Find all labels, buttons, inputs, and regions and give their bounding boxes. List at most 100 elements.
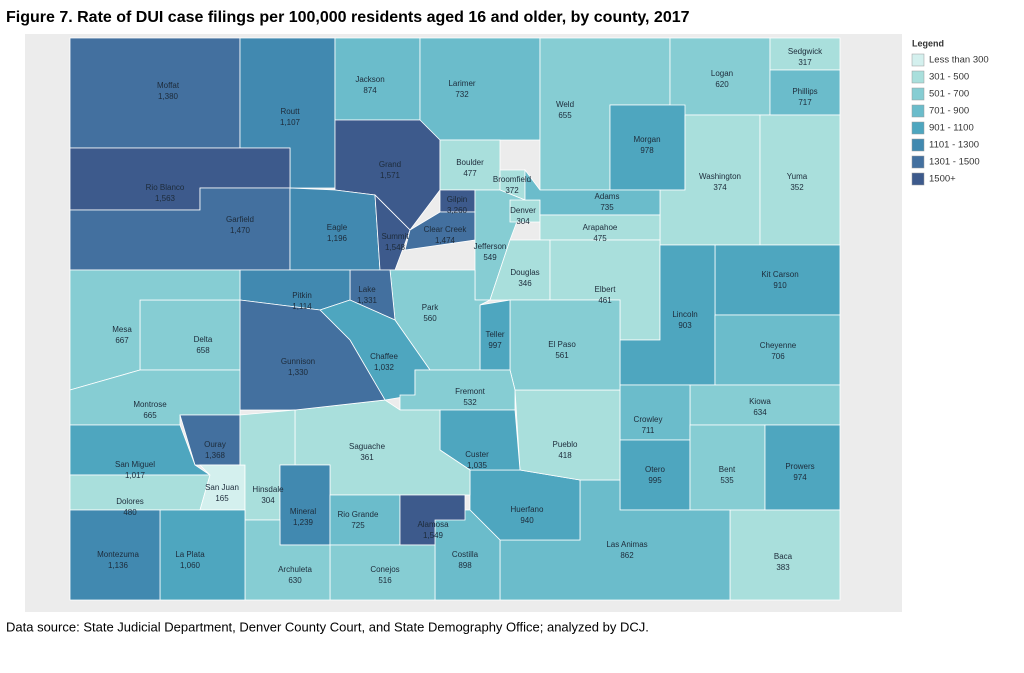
county-value: 1,035 (467, 461, 488, 470)
county-name: Garfield (226, 215, 254, 224)
county-value: 634 (753, 408, 767, 417)
county-name: Eagle (327, 223, 348, 232)
county-name: Mineral (290, 507, 316, 516)
county-name: Broomfield (493, 175, 531, 184)
county-name: Crowley (634, 415, 663, 424)
county-value: 352 (790, 183, 804, 192)
county-value: 1,107 (280, 118, 301, 127)
county-shape (69, 509, 161, 601)
county-name: Alamosa (417, 520, 449, 529)
county-name: San Juan (205, 483, 239, 492)
county-name: Moffat (157, 81, 180, 90)
county-shape (619, 384, 691, 441)
county-value: 978 (640, 146, 654, 155)
county-name: Huerfano (511, 505, 544, 514)
county-name: Hinsdale (252, 485, 284, 494)
legend-label: 1500+ (929, 174, 956, 185)
county-name: San Miguel (115, 460, 155, 469)
county-name: Rio Grande (338, 510, 379, 519)
county-name: Teller (485, 330, 504, 339)
county-name: Prowers (785, 462, 814, 471)
county-value: 374 (713, 183, 727, 192)
legend-swatch (911, 138, 925, 152)
county-value: 560 (423, 314, 437, 323)
county-value: 706 (771, 352, 785, 361)
county-name: Las Animas (606, 540, 647, 549)
county-value: 667 (115, 336, 129, 345)
legend-label: 1301 - 1500 (929, 157, 980, 168)
county-name: Washington (699, 172, 741, 181)
legend-label: 501 - 700 (929, 89, 969, 100)
county-value: 620 (715, 80, 729, 89)
county-value: 1,017 (125, 471, 146, 480)
county-name: Mesa (112, 325, 132, 334)
county-value: 346 (518, 279, 532, 288)
legend-label: 901 - 1100 (929, 123, 974, 134)
county-value: 898 (458, 561, 472, 570)
county-value: 665 (143, 411, 157, 420)
county-shape (514, 389, 621, 481)
county-name: Pueblo (553, 440, 578, 449)
county-value: 475 (593, 234, 607, 243)
county-value: 561 (555, 351, 569, 360)
legend-title: Legend (912, 38, 944, 48)
source-note: Data source: State Judicial Department, … (6, 619, 649, 634)
county-name: Ouray (204, 440, 226, 449)
county-value: 1,114 (292, 302, 312, 311)
county-value: 516 (378, 576, 392, 585)
legend-swatch (911, 155, 925, 169)
county-name: Costilla (452, 550, 479, 559)
legend-swatch (911, 104, 925, 118)
legend-swatch (911, 121, 925, 135)
county-name: Archuleta (278, 565, 312, 574)
county-name: Denver (510, 206, 536, 215)
county-value: 383 (776, 563, 790, 572)
county-name: Kiowa (749, 397, 771, 406)
county-name: Phillips (792, 87, 817, 96)
county-value: 477 (463, 169, 477, 178)
county-name: Park (422, 303, 439, 312)
county-value: 1,548 (385, 243, 406, 252)
county-name: Chaffee (370, 352, 398, 361)
county-value: 903 (678, 321, 692, 330)
legend-label: Less than 300 (929, 55, 989, 66)
county-name: Fremont (455, 387, 486, 396)
county-name: Summit (381, 232, 409, 241)
county-value: 711 (642, 426, 655, 435)
county-name: Cheyenne (760, 341, 797, 350)
county-value: 304 (516, 217, 530, 226)
county-shape (329, 494, 401, 546)
county-name: Bent (719, 465, 736, 474)
county-shape (279, 464, 331, 546)
legend-swatch (911, 53, 925, 67)
county-name: Douglas (510, 268, 539, 277)
county-value: 732 (455, 90, 469, 99)
county-value: 535 (720, 476, 734, 485)
county-value: 1,136 (108, 561, 129, 570)
county-value: 1,549 (423, 531, 444, 540)
county-value: 940 (520, 516, 534, 525)
county-name: Custer (465, 450, 489, 459)
county-value: 1,032 (374, 363, 395, 372)
county-name: Yuma (787, 172, 808, 181)
county-value: 1,196 (327, 234, 348, 243)
county-value: 995 (648, 476, 662, 485)
county-value: 1,571 (380, 171, 401, 180)
county-name: Dolores (116, 497, 144, 506)
county-name: Gunnison (281, 357, 315, 366)
county-value: 3,260 (447, 206, 468, 215)
county-value: 480 (123, 508, 137, 517)
county-value: 717 (798, 98, 812, 107)
legend-label: 301 - 500 (929, 72, 969, 83)
county-value: 1,060 (180, 561, 201, 570)
county-name: Logan (711, 69, 733, 78)
county-name: Montezuma (97, 550, 139, 559)
county-name: Gilpin (447, 195, 467, 204)
county-name: La Plata (175, 550, 205, 559)
county-value: 1,331 (357, 296, 378, 305)
county-shape (69, 37, 241, 149)
county-name: Lake (358, 285, 376, 294)
county-name: Jefferson (474, 242, 507, 251)
